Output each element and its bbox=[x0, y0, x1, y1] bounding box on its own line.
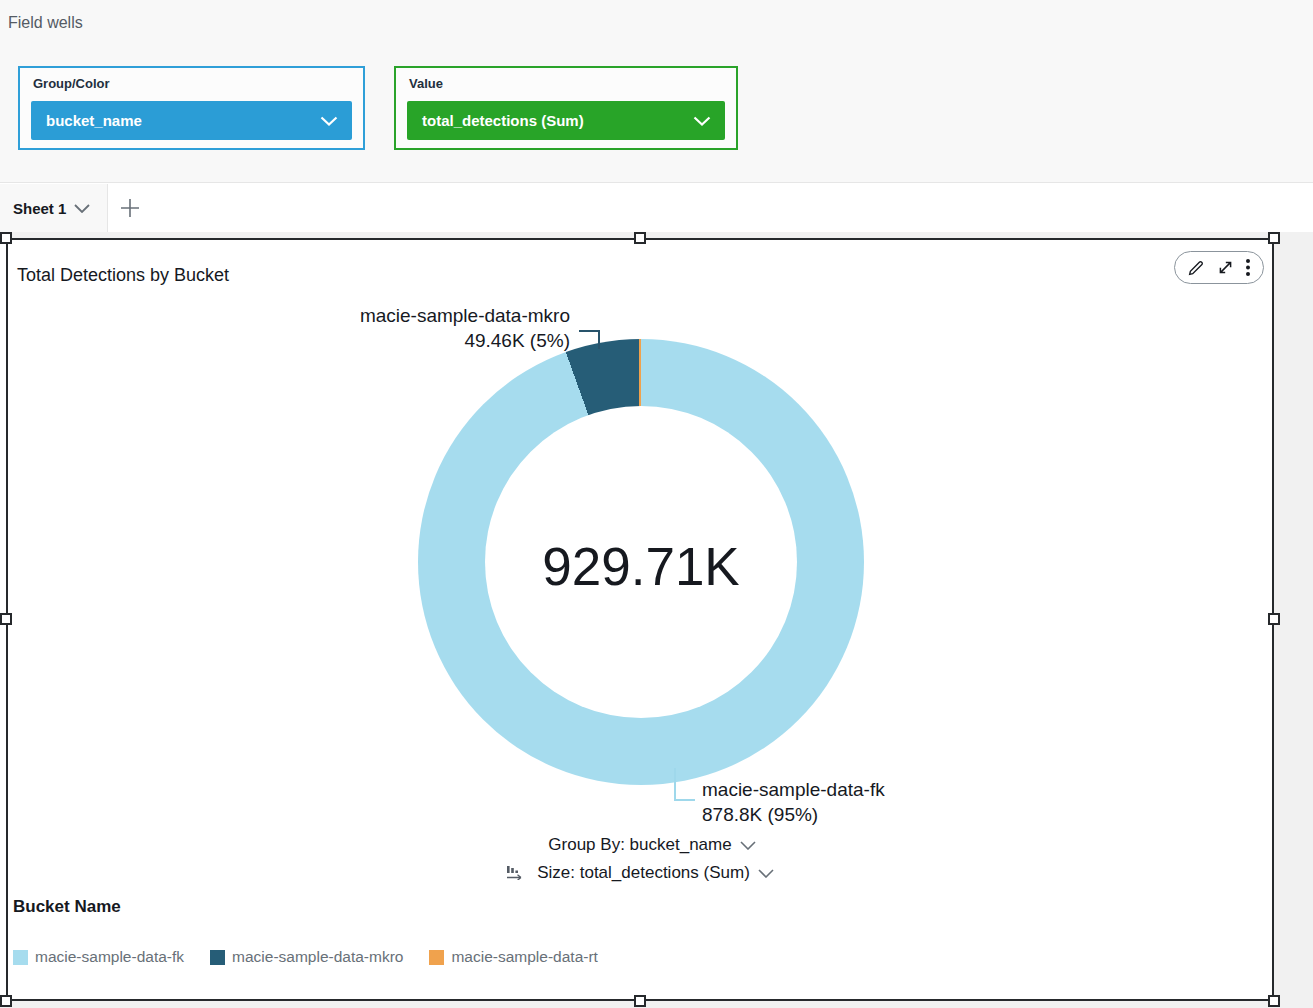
resize-handle-bottom-right[interactable] bbox=[1268, 995, 1280, 1007]
visual-panel[interactable]: Total Detections by Bucket 929.71K macie… bbox=[6, 238, 1274, 1001]
value-field-well: Value total_detections (Sum) bbox=[394, 66, 738, 150]
resize-handle-mid-right[interactable] bbox=[1268, 613, 1280, 625]
value-value: total_detections (Sum) bbox=[422, 112, 584, 129]
callout-mkro: macie-sample-data-mkro 49.46K (5%) bbox=[360, 303, 570, 353]
visual-title: Total Detections by Bucket bbox=[17, 265, 229, 286]
chevron-down-icon[interactable] bbox=[758, 869, 774, 878]
resize-handle-bottom-left[interactable] bbox=[0, 995, 12, 1007]
callout-fk: macie-sample-data-fk 878.8K (95%) bbox=[702, 777, 885, 827]
sheet-tab[interactable]: Sheet 1 bbox=[0, 184, 108, 232]
chevron-down-icon bbox=[320, 116, 338, 126]
sheet-tab-bar: Sheet 1 bbox=[0, 184, 1313, 232]
legend-swatch bbox=[210, 950, 225, 965]
callout-fk-name: macie-sample-data-fk bbox=[702, 777, 885, 802]
callout-leader-line bbox=[674, 768, 695, 801]
resize-handle-top-left[interactable] bbox=[0, 232, 12, 244]
group-by-label: Group By: bucket_name bbox=[548, 835, 731, 854]
legend: macie-sample-data-fk macie-sample-data-m… bbox=[13, 948, 624, 966]
callout-leader-line bbox=[579, 330, 600, 349]
value-dropdown[interactable]: total_detections (Sum) bbox=[407, 101, 725, 140]
sort-bars-icon bbox=[506, 865, 525, 880]
group-by-control[interactable]: Group By: bucket_name bbox=[8, 835, 1272, 855]
callout-fk-value: 878.8K (95%) bbox=[702, 802, 885, 827]
legend-swatch bbox=[13, 950, 28, 965]
resize-handle-mid-left[interactable] bbox=[0, 613, 12, 625]
legend-title: Bucket Name bbox=[13, 897, 121, 917]
chevron-down-icon[interactable] bbox=[74, 204, 90, 213]
callout-mkro-value: 49.46K (5%) bbox=[360, 328, 570, 353]
expand-icon[interactable] bbox=[1217, 259, 1234, 276]
edit-pencil-icon[interactable] bbox=[1187, 259, 1205, 277]
resize-handle-bottom-center[interactable] bbox=[634, 995, 646, 1007]
field-wells-panel: Field wells Group/Color bucket_name Valu… bbox=[0, 0, 1313, 183]
resize-handle-top-center[interactable] bbox=[634, 232, 646, 244]
donut-chart[interactable]: 929.71K bbox=[418, 339, 864, 785]
group-color-label: Group/Color bbox=[33, 76, 110, 91]
legend-label: macie-sample-data-fk bbox=[35, 948, 184, 966]
legend-label: macie-sample-data-mkro bbox=[232, 948, 403, 966]
legend-item[interactable]: macie-sample-data-fk bbox=[13, 948, 184, 966]
legend-item[interactable]: macie-sample-data-mkro bbox=[210, 948, 403, 966]
chevron-down-icon[interactable] bbox=[740, 841, 756, 850]
menu-kebab-icon[interactable] bbox=[1245, 258, 1251, 277]
group-color-value: bucket_name bbox=[46, 112, 142, 129]
size-label: Size: total_detections (Sum) bbox=[537, 863, 750, 882]
chevron-down-icon bbox=[693, 116, 711, 126]
callout-mkro-name: macie-sample-data-mkro bbox=[360, 303, 570, 328]
value-label: Value bbox=[409, 76, 443, 91]
sheet-tab-label: Sheet 1 bbox=[13, 200, 66, 217]
add-sheet-button[interactable] bbox=[119, 197, 141, 219]
legend-swatch bbox=[429, 950, 444, 965]
group-color-dropdown[interactable]: bucket_name bbox=[31, 101, 352, 140]
resize-handle-top-right[interactable] bbox=[1268, 232, 1280, 244]
size-control[interactable]: Size: total_detections (Sum) bbox=[8, 863, 1272, 883]
group-color-field-well: Group/Color bucket_name bbox=[18, 66, 365, 150]
field-wells-heading: Field wells bbox=[8, 14, 83, 32]
legend-item[interactable]: macie-sample-data-rt bbox=[429, 948, 597, 966]
visual-toolbar bbox=[1174, 251, 1264, 284]
donut-total-value: 929.71K bbox=[418, 343, 864, 789]
legend-label: macie-sample-data-rt bbox=[451, 948, 597, 966]
